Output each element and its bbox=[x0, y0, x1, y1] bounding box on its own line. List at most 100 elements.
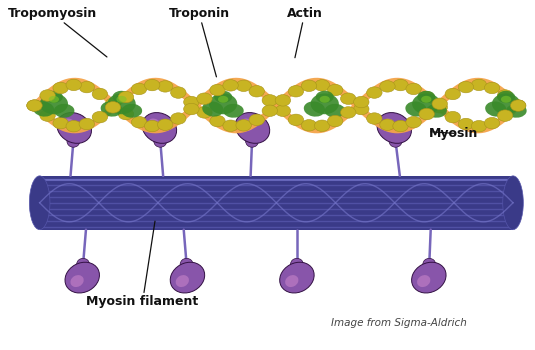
Ellipse shape bbox=[383, 119, 396, 131]
Ellipse shape bbox=[380, 80, 395, 92]
Ellipse shape bbox=[144, 79, 160, 91]
Ellipse shape bbox=[262, 94, 278, 106]
Ellipse shape bbox=[121, 104, 142, 118]
Ellipse shape bbox=[445, 88, 461, 100]
Ellipse shape bbox=[485, 102, 507, 117]
Ellipse shape bbox=[412, 93, 440, 114]
Ellipse shape bbox=[406, 117, 422, 128]
Ellipse shape bbox=[112, 91, 131, 103]
Ellipse shape bbox=[117, 96, 127, 103]
Ellipse shape bbox=[53, 82, 68, 94]
Ellipse shape bbox=[170, 262, 205, 293]
Ellipse shape bbox=[423, 258, 435, 271]
Ellipse shape bbox=[380, 119, 395, 131]
Ellipse shape bbox=[184, 103, 199, 115]
Ellipse shape bbox=[275, 94, 291, 106]
Ellipse shape bbox=[77, 258, 89, 271]
Ellipse shape bbox=[501, 96, 511, 103]
Text: Tropomyosin: Tropomyosin bbox=[8, 7, 107, 57]
Ellipse shape bbox=[497, 91, 515, 103]
Text: Actin: Actin bbox=[287, 7, 323, 58]
Ellipse shape bbox=[79, 118, 95, 130]
Ellipse shape bbox=[288, 85, 304, 97]
Ellipse shape bbox=[315, 80, 330, 91]
Ellipse shape bbox=[426, 104, 447, 118]
Ellipse shape bbox=[210, 116, 225, 127]
Ellipse shape bbox=[223, 120, 238, 132]
Ellipse shape bbox=[40, 93, 68, 114]
Ellipse shape bbox=[327, 116, 343, 127]
Ellipse shape bbox=[406, 102, 426, 117]
Ellipse shape bbox=[63, 119, 76, 131]
Ellipse shape bbox=[366, 87, 382, 98]
Ellipse shape bbox=[157, 119, 173, 131]
Ellipse shape bbox=[132, 83, 147, 94]
Ellipse shape bbox=[291, 258, 303, 271]
Ellipse shape bbox=[506, 104, 526, 118]
Ellipse shape bbox=[458, 82, 473, 93]
Ellipse shape bbox=[57, 113, 91, 143]
Ellipse shape bbox=[432, 102, 447, 113]
Ellipse shape bbox=[484, 117, 500, 129]
Ellipse shape bbox=[325, 104, 345, 118]
Ellipse shape bbox=[406, 83, 422, 94]
Ellipse shape bbox=[171, 113, 186, 124]
Ellipse shape bbox=[471, 120, 487, 132]
Ellipse shape bbox=[393, 79, 408, 91]
Ellipse shape bbox=[249, 85, 264, 97]
Ellipse shape bbox=[301, 80, 317, 92]
Ellipse shape bbox=[210, 84, 225, 96]
Ellipse shape bbox=[484, 82, 500, 94]
Ellipse shape bbox=[27, 100, 42, 111]
Ellipse shape bbox=[92, 88, 108, 100]
Bar bbox=[40, 176, 513, 230]
Ellipse shape bbox=[419, 91, 434, 103]
Ellipse shape bbox=[304, 102, 325, 117]
Ellipse shape bbox=[236, 80, 251, 92]
Ellipse shape bbox=[288, 114, 304, 126]
Ellipse shape bbox=[316, 91, 334, 103]
Ellipse shape bbox=[241, 119, 254, 131]
Ellipse shape bbox=[197, 107, 212, 118]
Ellipse shape bbox=[411, 262, 446, 293]
Ellipse shape bbox=[417, 91, 435, 103]
Ellipse shape bbox=[171, 87, 186, 98]
Ellipse shape bbox=[235, 113, 270, 143]
Ellipse shape bbox=[154, 135, 167, 147]
Ellipse shape bbox=[340, 93, 356, 104]
Ellipse shape bbox=[223, 104, 244, 118]
Ellipse shape bbox=[45, 91, 63, 103]
Ellipse shape bbox=[393, 120, 408, 132]
Ellipse shape bbox=[175, 275, 189, 287]
Ellipse shape bbox=[458, 118, 473, 130]
Ellipse shape bbox=[108, 93, 136, 114]
Ellipse shape bbox=[249, 114, 264, 126]
Ellipse shape bbox=[285, 275, 299, 287]
Ellipse shape bbox=[366, 113, 382, 124]
Ellipse shape bbox=[40, 110, 55, 121]
Ellipse shape bbox=[315, 120, 330, 132]
Ellipse shape bbox=[66, 120, 81, 132]
Ellipse shape bbox=[275, 105, 291, 117]
Ellipse shape bbox=[503, 176, 523, 230]
Ellipse shape bbox=[319, 96, 330, 103]
Ellipse shape bbox=[310, 93, 339, 114]
Ellipse shape bbox=[421, 96, 431, 103]
Ellipse shape bbox=[214, 91, 232, 103]
Ellipse shape bbox=[71, 275, 83, 287]
Ellipse shape bbox=[498, 90, 513, 101]
Ellipse shape bbox=[65, 262, 100, 293]
Ellipse shape bbox=[157, 80, 173, 92]
Ellipse shape bbox=[197, 93, 212, 104]
Ellipse shape bbox=[180, 258, 193, 271]
Ellipse shape bbox=[66, 79, 81, 91]
Ellipse shape bbox=[144, 120, 160, 132]
Ellipse shape bbox=[40, 90, 55, 101]
Ellipse shape bbox=[340, 107, 356, 118]
Ellipse shape bbox=[498, 110, 513, 121]
Ellipse shape bbox=[202, 102, 224, 117]
Text: Myosin filament: Myosin filament bbox=[87, 221, 198, 308]
Ellipse shape bbox=[417, 275, 430, 287]
Ellipse shape bbox=[327, 84, 343, 96]
Ellipse shape bbox=[105, 98, 121, 110]
